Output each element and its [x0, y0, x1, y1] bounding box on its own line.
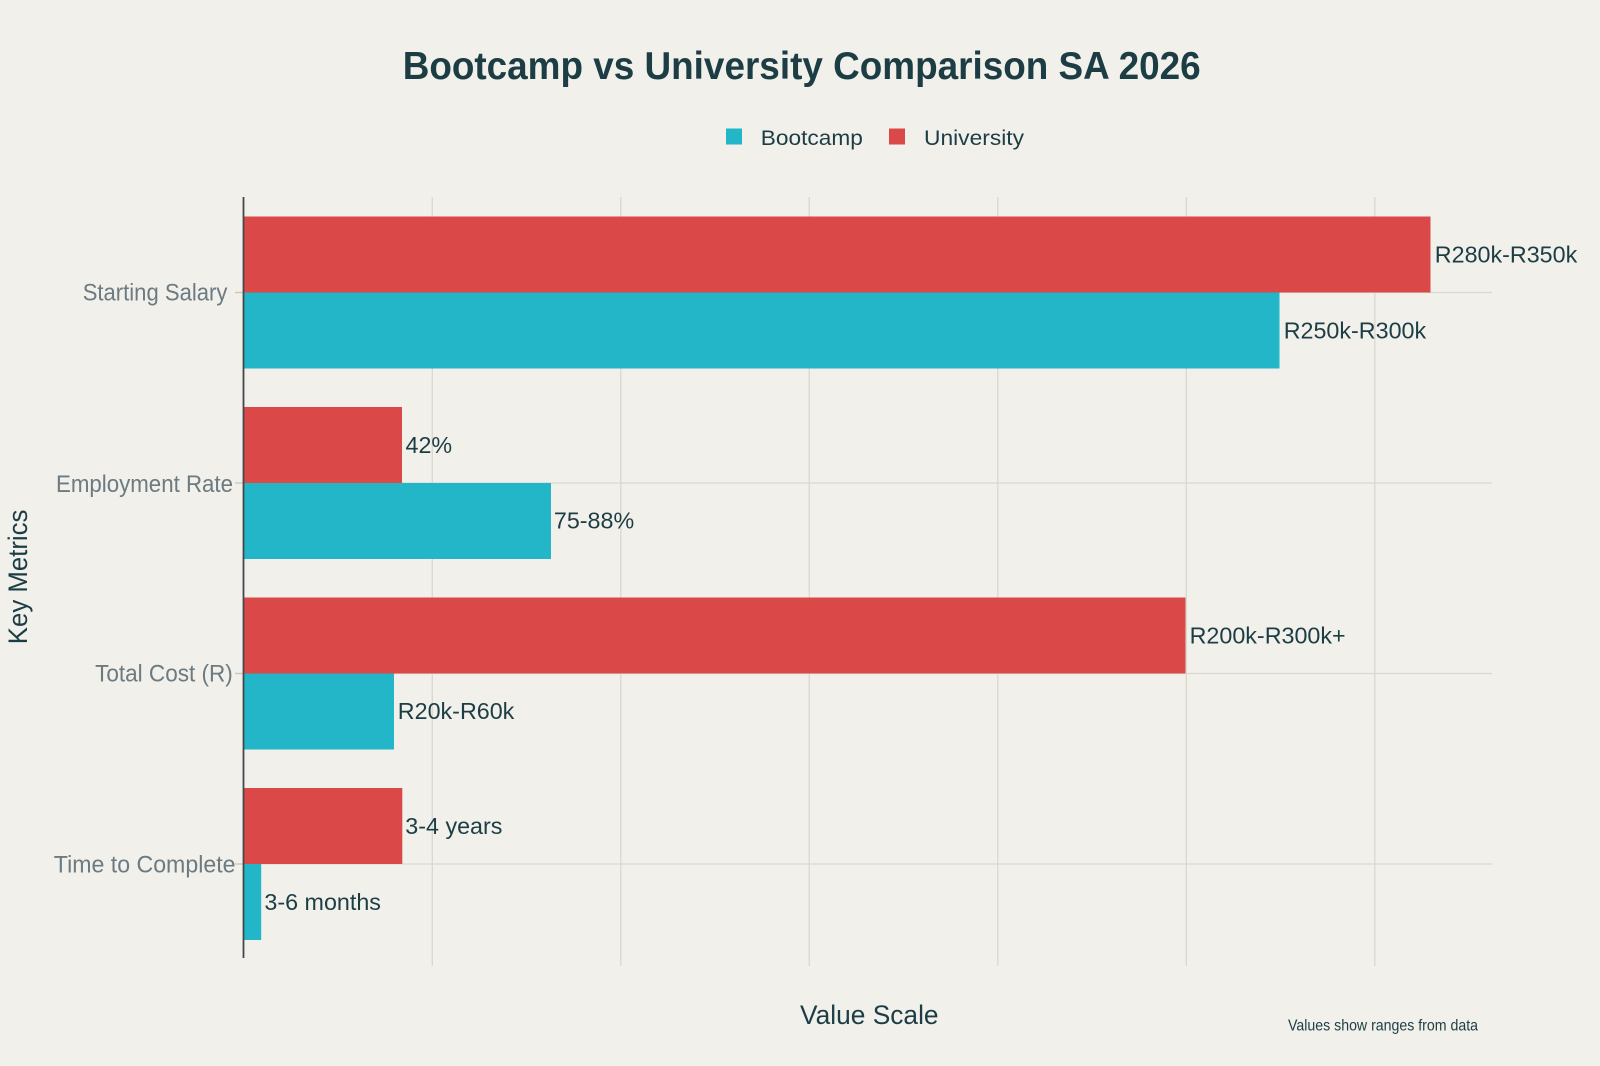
svg-text:Bootcamp vs University Compari: Bootcamp vs University Comparison SA 202… [403, 45, 1201, 88]
svg-text:Bootcamp: Bootcamp [761, 126, 863, 150]
svg-text:3-6 months: 3-6 months [264, 889, 381, 915]
svg-text:Starting Salary: Starting Salary [83, 280, 228, 306]
svg-text:3-4 years: 3-4 years [405, 813, 502, 839]
svg-text:R200k-R300k+: R200k-R300k+ [1190, 622, 1346, 648]
svg-text:Values show ranges from data: Values show ranges from data [1288, 1018, 1478, 1035]
svg-text:University: University [924, 126, 1024, 150]
svg-text:Value Scale: Value Scale [800, 1000, 939, 1030]
svg-text:R250k-R300k: R250k-R300k [1284, 318, 1427, 344]
svg-text:R280k-R350k: R280k-R350k [1435, 242, 1578, 268]
svg-text:42%: 42% [406, 432, 453, 458]
svg-text:Employment Rate: Employment Rate [56, 472, 233, 498]
svg-text:Time to Complete: Time to Complete [54, 852, 236, 878]
svg-text:Key Metrics: Key Metrics [3, 510, 33, 645]
svg-text:R20k-R60k: R20k-R60k [398, 698, 515, 724]
svg-text:Total Cost (R): Total Cost (R) [95, 662, 233, 688]
svg-text:75-88%: 75-88% [554, 508, 634, 534]
